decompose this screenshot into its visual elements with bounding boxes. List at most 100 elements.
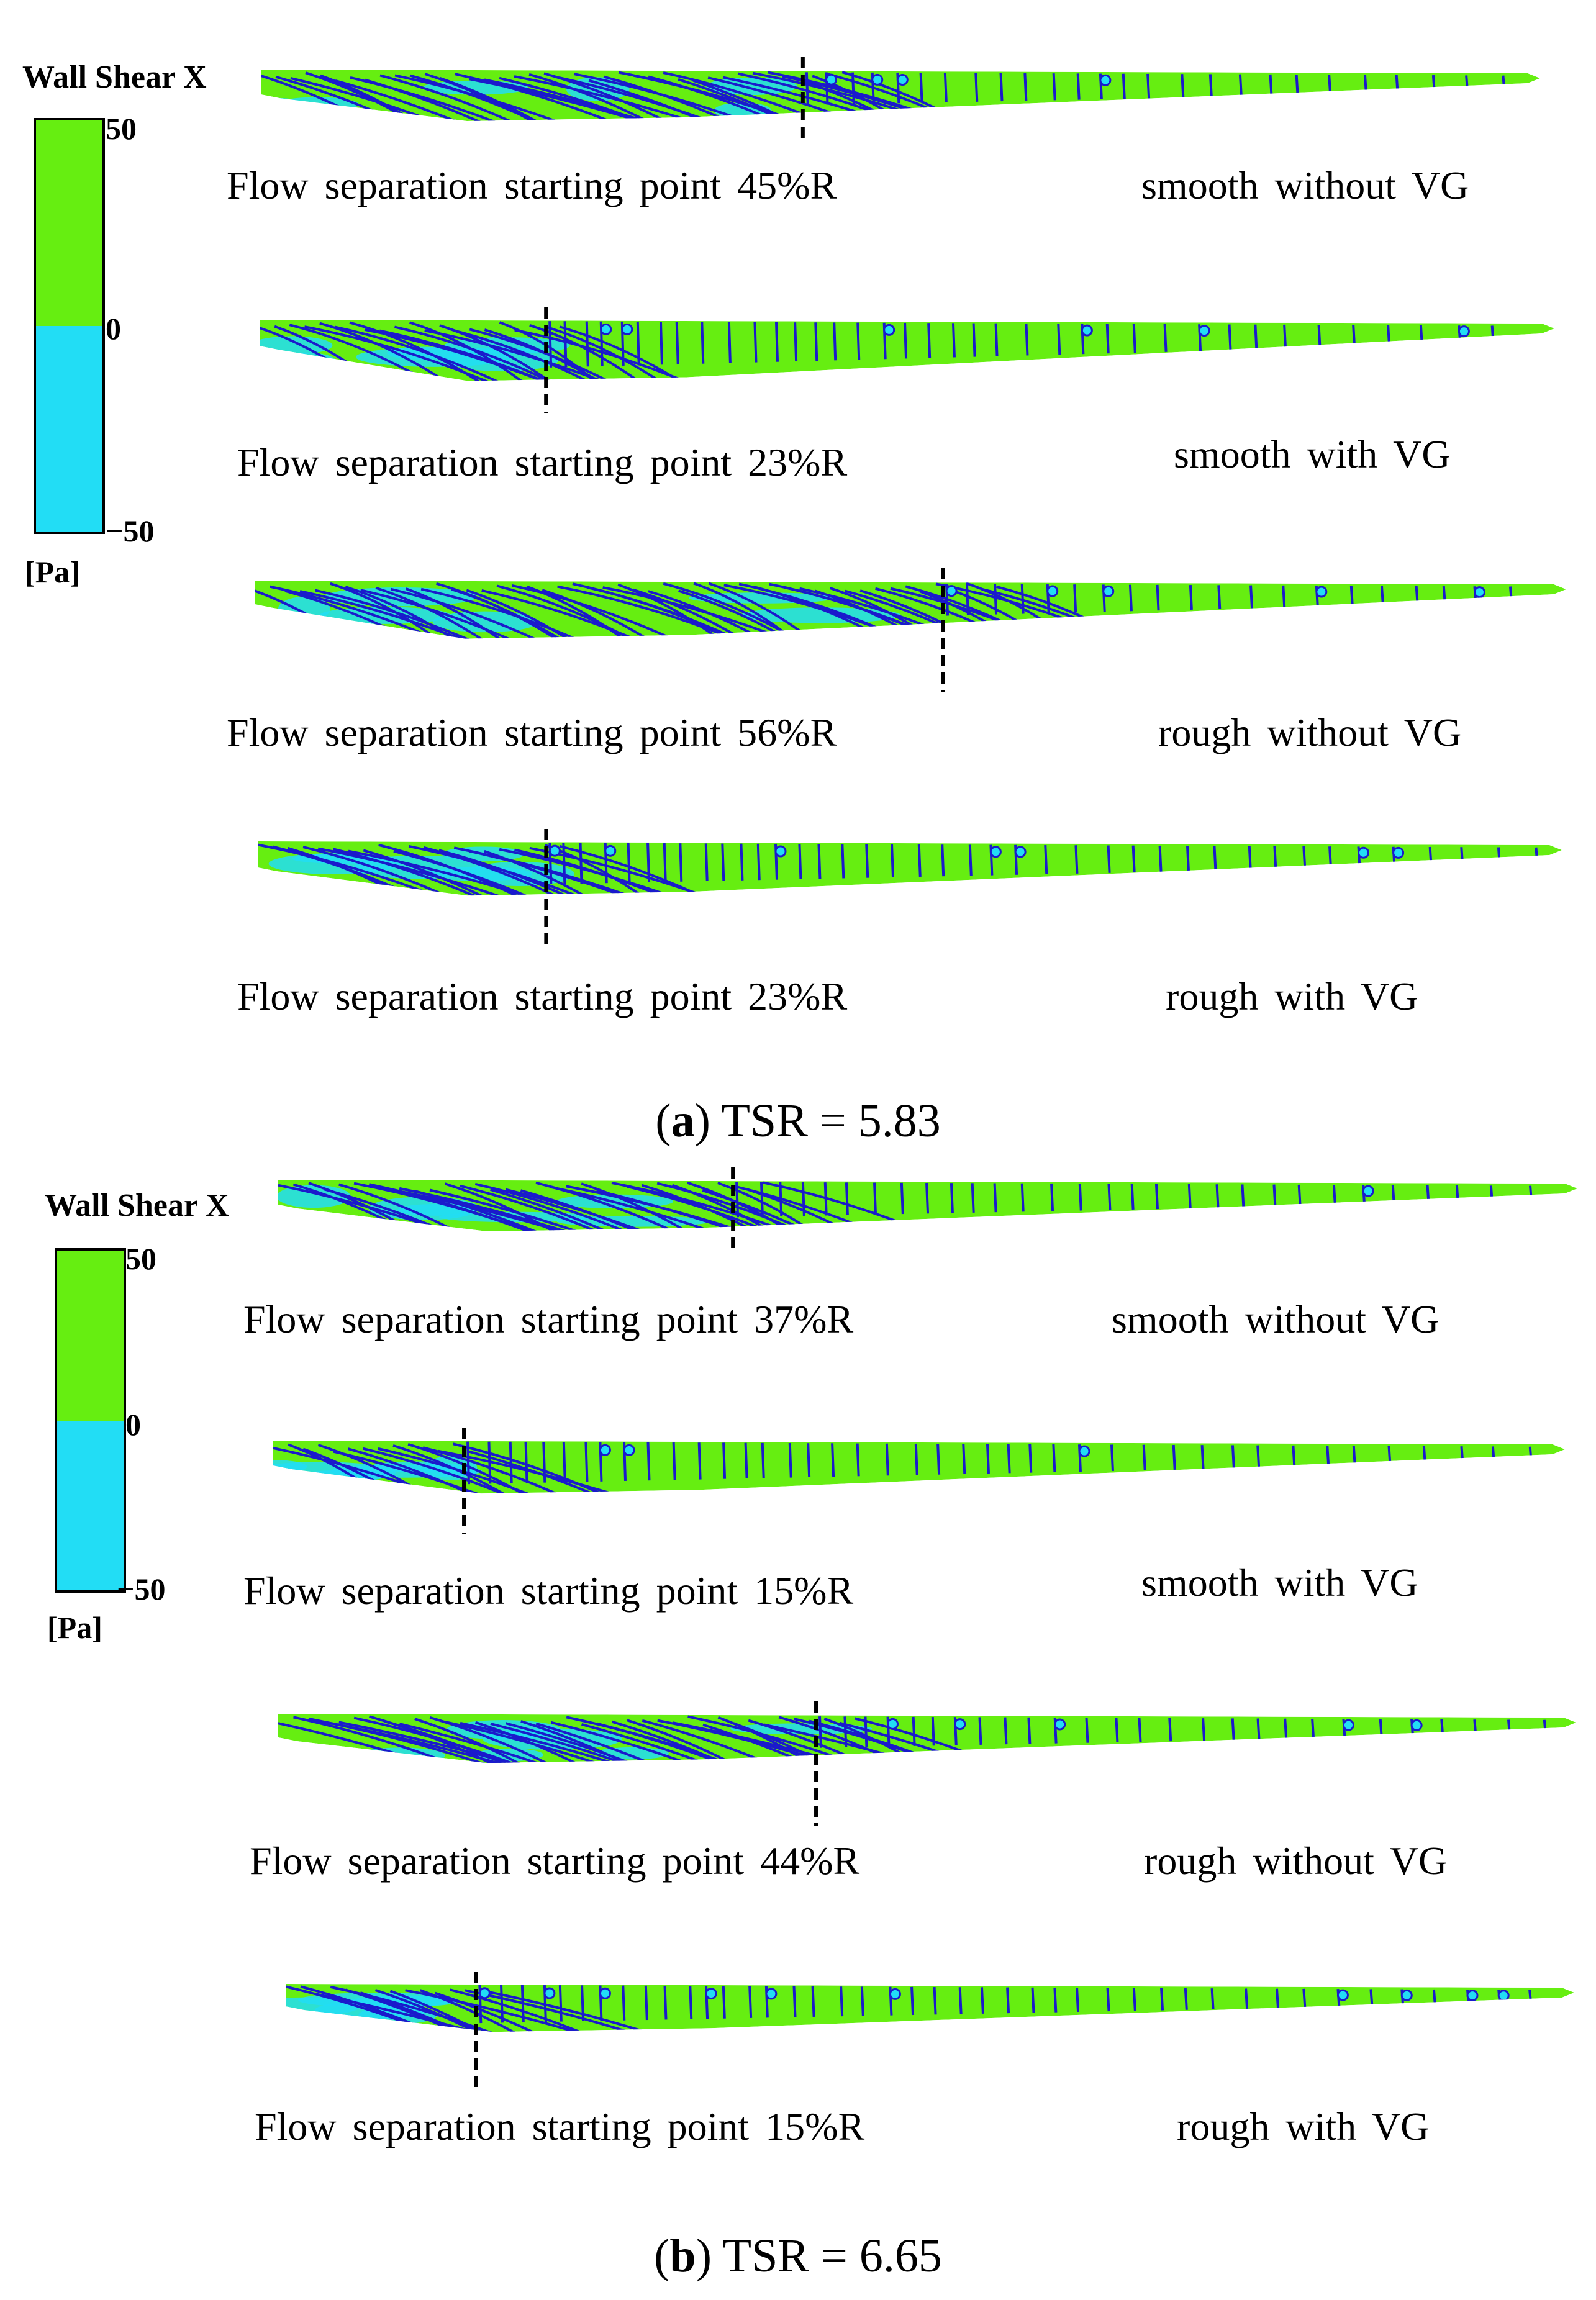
streak-line <box>856 1443 860 1477</box>
streak-line <box>1025 323 1029 356</box>
blade-surface <box>286 1984 1574 2032</box>
blade-surface <box>273 1441 1565 1494</box>
condition-label: smooth without VG <box>1141 163 1469 207</box>
vortex-mark <box>1458 325 1470 338</box>
reverse-shear-patch <box>286 1997 360 2016</box>
streak-line <box>1122 73 1126 99</box>
streamline <box>453 1442 615 1494</box>
streak-line <box>1130 1184 1135 1210</box>
legend-max-label: 50 <box>125 1241 156 1276</box>
streak-line <box>1543 1719 1547 1735</box>
streak-line <box>1076 1988 1080 2013</box>
streak-line <box>1085 1718 1089 1743</box>
separation-label: Flow separation starting point 23%R <box>237 440 848 484</box>
streak-line <box>701 322 705 364</box>
streamline <box>379 74 525 121</box>
vortex-mark <box>989 846 1002 858</box>
streamline <box>559 325 691 381</box>
streak-line <box>1020 1183 1025 1212</box>
streak-line <box>1163 324 1168 352</box>
streamline <box>349 321 489 381</box>
caption-b: (b) TSR = 6.65 <box>654 2230 942 2282</box>
streamline <box>384 1187 583 1231</box>
streak-line <box>1369 1989 1374 2007</box>
streak-line <box>1006 1987 1010 2014</box>
panel-b: Wall Shear X 50 0 −50 [Pa] Flow separati… <box>0 1167 1596 2300</box>
streak-line <box>1302 846 1307 869</box>
vortex-mark <box>623 1444 635 1456</box>
streamline <box>454 329 600 381</box>
streak-line <box>1273 846 1277 870</box>
reverse-shear-patch <box>261 97 312 120</box>
streak-line <box>917 844 922 877</box>
vortex-mark <box>1392 846 1405 859</box>
vortex-mark <box>1315 586 1328 598</box>
separation-label: Flow separation starting point 56%R <box>227 710 837 754</box>
streak-line <box>1508 586 1513 602</box>
vortex-mark <box>1342 1719 1354 1731</box>
streak-line <box>679 843 683 882</box>
streamline <box>527 585 633 639</box>
condition-label: rough without VG <box>1144 1839 1448 1883</box>
streak-line <box>840 1986 844 2017</box>
streak-line <box>950 1183 954 1213</box>
streak-line <box>722 1986 726 2019</box>
vortex-mark <box>871 73 884 86</box>
blade-a-3 <box>255 568 1566 692</box>
caption-text: TSR = 6.65 <box>722 2230 942 2282</box>
streak-line <box>1387 325 1391 346</box>
streak-line <box>1031 1987 1035 2013</box>
streak-line <box>986 1444 990 1474</box>
streak-line <box>788 1442 792 1478</box>
streak-line <box>1200 1445 1205 1470</box>
vortex-mark <box>600 323 612 335</box>
vortex-mark <box>954 1718 966 1731</box>
streak-line <box>1465 75 1469 93</box>
streak-line <box>500 1985 504 2023</box>
streak-line <box>933 1986 937 2015</box>
legend-title: Wall Shear X <box>22 60 207 95</box>
streak-line <box>722 1442 727 1479</box>
streak-line <box>936 1444 941 1475</box>
legend-min-label: −50 <box>106 514 155 548</box>
vortex-mark <box>599 1987 611 1999</box>
streak-line <box>1249 585 1254 609</box>
streak-line <box>912 1716 916 1746</box>
separation-label: Flow separation starting point 45%R <box>227 163 837 207</box>
streak-line <box>1156 584 1160 611</box>
blade-surface <box>261 70 1540 121</box>
streak-line <box>1078 1184 1082 1211</box>
streamline <box>365 78 492 121</box>
blade-surface <box>260 320 1554 381</box>
streak-line <box>579 843 583 884</box>
streamline <box>420 587 591 639</box>
streak-line <box>727 322 732 363</box>
vortex-mark <box>1198 325 1210 337</box>
vortex-mark <box>1099 74 1112 86</box>
vortex-mark <box>765 1988 778 2000</box>
streamline <box>460 1184 612 1231</box>
streak-line <box>1535 847 1539 864</box>
caption-text: TSR = 5.83 <box>721 1095 941 1147</box>
streak-line <box>663 843 667 882</box>
blade-b-4 <box>286 1972 1574 2089</box>
streak-line <box>833 322 837 361</box>
streak-line <box>520 1985 525 2022</box>
streamline <box>384 1720 519 1763</box>
streak-line <box>548 321 553 368</box>
streak-line <box>1328 846 1333 869</box>
panel-a: Wall Shear X 50 0 −50 [Pa] Flow separati… <box>22 57 1566 1147</box>
streak-line <box>761 1442 765 1478</box>
vortex-mark <box>1400 1989 1413 2001</box>
streak-line <box>843 1716 848 1747</box>
streak-line <box>1284 1718 1288 1739</box>
streak-line <box>622 1985 626 2021</box>
vortex-mark <box>887 1718 899 1730</box>
streamline <box>304 325 501 381</box>
vortex-mark <box>889 1988 901 2000</box>
streak-line <box>1052 1444 1056 1472</box>
streamline <box>474 1182 641 1231</box>
caption-letter: a <box>671 1095 695 1147</box>
streak-line <box>814 322 818 361</box>
separation-label: Flow separation starting point 15%R <box>255 2104 865 2148</box>
